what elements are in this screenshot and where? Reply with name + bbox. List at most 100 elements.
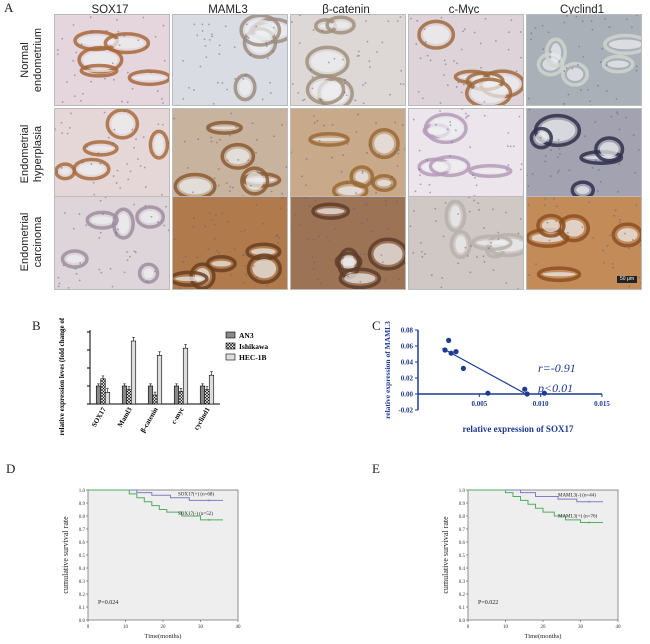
nucleus-dot [428,183,431,186]
histology-image [526,108,642,200]
histology-texture [173,197,287,289]
nucleus-dot [242,78,245,80]
nucleus-dot [102,213,104,216]
nucleus-dot [639,244,641,247]
nucleus-dot [446,84,449,87]
nucleus-dot [424,253,426,255]
nucleus-dot [219,138,221,141]
nucleus-dot [154,35,157,38]
nucleus-dot [421,97,424,100]
x-tick-label: 0.015 [594,400,610,408]
nucleus-dot [56,49,59,51]
gland-lumen [608,39,641,50]
nucleus-dot [412,118,415,121]
nucleus-dot [281,192,284,195]
histology-image [54,196,170,290]
p-value: P=0.022 [478,600,498,606]
nucleus-dot [381,41,384,44]
nucleus-dot [98,237,101,239]
gland-lumen [550,43,562,63]
nucleus-dot [121,100,123,103]
nucleus-dot [211,35,213,38]
gland-lumen [133,75,166,81]
nucleus-dot [417,90,420,93]
nucleus-dot [616,112,619,115]
nucleus-dot [104,77,106,80]
nucleus-dot [343,82,346,85]
bar [126,389,132,405]
bar [173,385,180,405]
nucleus-dot [261,98,264,101]
nucleus-dot [362,84,364,86]
nucleus-dot [571,67,574,70]
nucleus-dot [394,121,397,124]
y-axis-label: cumulative survival rate [441,516,450,594]
nucleus-dot [527,185,530,188]
nucleus-dot [226,159,229,162]
nucleus-dot [399,260,402,263]
histology-image [408,108,524,200]
nucleus-dot [509,145,512,148]
nucleus-dot [575,15,578,18]
nucleus-dot [311,256,314,258]
nucleus-dot [167,229,169,232]
nucleus-dot [389,93,391,96]
nucleus-dot [157,221,160,224]
gland-shape [611,222,641,248]
nucleus-dot [319,98,322,101]
nucleus-dot [104,197,107,199]
bar [152,394,158,405]
data-point [460,365,466,371]
nucleus-dot [318,139,321,142]
nucleus-dot [144,186,147,188]
y-tick-label: 0.4 [79,567,86,572]
nucleus-dot [472,86,475,89]
nucleus-dot [340,170,343,173]
nucleus-dot [309,68,312,71]
nucleus-dot [269,92,272,94]
nucleus-dot [118,44,121,47]
nucleus-dot [527,174,528,177]
nucleus-dot [444,63,447,66]
nucleus-dot [249,54,252,56]
nucleus-dot [112,142,115,145]
nucleus-dot [162,24,165,27]
survival-curve [468,489,603,503]
nucleus-dot [233,248,236,251]
gland-shape [148,129,169,160]
gland-lumen [311,80,340,100]
histology-image [172,196,288,290]
nucleus-dot [98,268,101,271]
gland-shape [127,69,169,87]
nucleus-dot [558,169,560,172]
nucleus-dot [582,55,585,58]
gland-shape [245,242,282,261]
y-tick-label: 0.1 [459,606,466,611]
nucleus-dot [335,194,338,197]
nucleus-dot [610,115,613,118]
p-value: P=0.024 [98,600,118,606]
gland-lumen [211,260,232,267]
nucleus-dot [265,42,268,45]
nucleus-dot [163,59,166,62]
nucleus-dot [156,90,159,92]
nucleus-dot [390,184,392,186]
nucleus-dot [563,70,566,72]
bar [95,385,102,405]
nucleus-dot [312,29,315,31]
tissue-background [527,15,641,105]
nucleus-dot [416,19,419,22]
nucleus-dot [420,241,422,244]
nucleus-dot [146,280,149,283]
nucleus-dot [628,285,631,288]
nucleus-dot [68,127,71,129]
nucleus-dot [78,279,81,282]
nucleus-dot [57,53,59,56]
nucleus-dot [115,232,117,234]
nucleus-dot [376,50,379,53]
gland-lumen [617,228,638,242]
gland-shape [55,162,77,181]
nucleus-dot [116,18,118,21]
gland-lumen [111,114,134,134]
nucleus-dot [557,139,560,141]
